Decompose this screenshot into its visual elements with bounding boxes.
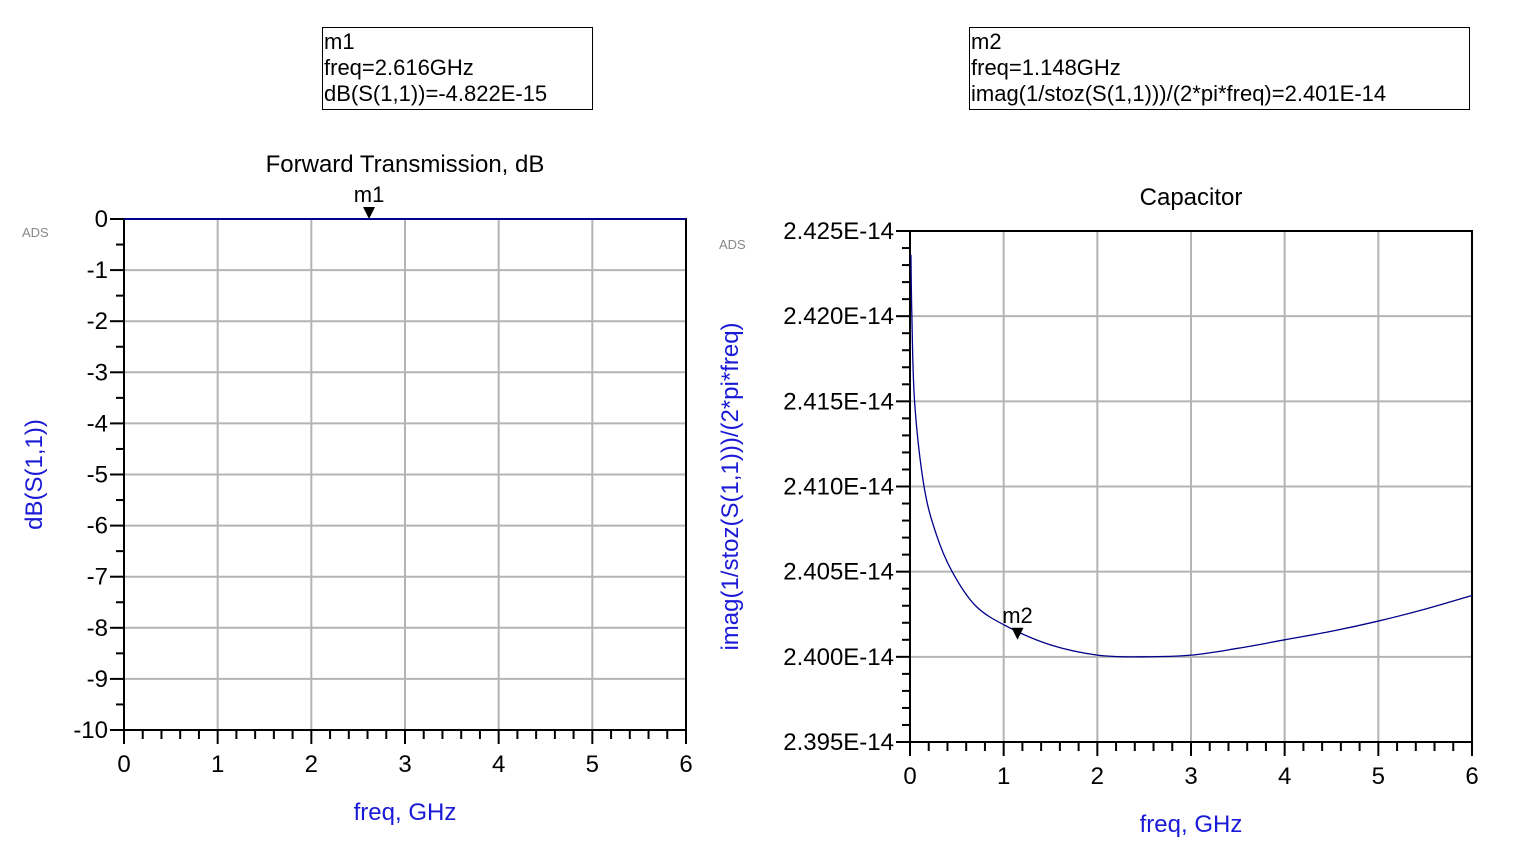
marker-m2-line1: m2 [971,29,1002,54]
marker-box-m2 [969,27,1470,110]
y-tick-label: -6 [87,513,108,540]
chart-title: Capacitor [1140,184,1243,211]
plot-capacitor: 0 1 2 3 4 5 6 2.425E-14 2.420E-14 2.415E-14 2.410E… [717,184,1479,838]
x-axis-label: freq, GHz [1140,811,1243,838]
x-tick-label: 3 [398,751,411,778]
ads-watermark-right: ADS [719,237,746,252]
y-tick-label: -4 [87,410,108,437]
y-tick-label: 2.405E-14 [783,559,894,586]
x-tick-label: 5 [586,751,599,778]
x-tick-label: 0 [117,751,130,778]
x-tick-label: 0 [903,763,916,790]
y-axis-label: dB(S(1,1)) [21,419,48,530]
marker-m1-line3: dB(S(1,1))=-4.822E-15 [324,81,547,106]
marker-label: m2 [1002,603,1033,628]
x-tick-label: 1 [211,751,224,778]
x-tick-label: 6 [679,751,692,778]
y-tick-label: -9 [87,666,108,693]
x-tick-label: 3 [1184,763,1197,790]
y-axis-label: imag(1/stoz(S(1,1)))/(2*pi*freq) [717,322,744,650]
y-tick-label: 2.415E-14 [783,388,894,415]
marker-box-m1 [322,27,593,110]
x-tick-label: 4 [492,751,505,778]
y-tick-label: 2.400E-14 [783,644,894,671]
y-tick-label: 2.410E-14 [783,474,894,501]
y-tick-label: 2.420E-14 [783,303,894,330]
x-axis-label: freq, GHz [354,799,457,826]
y-tick-label: -8 [87,615,108,642]
y-tick-label: -1 [87,257,108,284]
x-tick-label: 6 [1465,763,1478,790]
y-tick-label: 2.395E-14 [783,729,894,756]
y-tick-label: -5 [87,462,108,489]
marker-m1-line2: freq=2.616GHz [324,55,474,80]
x-tick-label: 1 [997,763,1010,790]
marker-m2-line3: imag(1/stoz(S(1,1)))/(2*pi*freq)=2.401E-… [971,81,1386,106]
marker-triangle-icon [1011,627,1024,640]
marker-readout-m2: m2 freq=1.148GHz imag(1/stoz(S(1,1)))/(2… [969,27,1470,110]
marker-triangle-icon [363,207,376,219]
y-tick-label: 0 [95,206,108,233]
x-tick-label: 5 [1372,763,1385,790]
marker-m1-line1: m1 [324,29,355,54]
marker-m2-line2: freq=1.148GHz [971,55,1121,80]
y-tick-label: -2 [87,308,108,335]
x-tick-label: 2 [1091,763,1104,790]
plot-forward-transmission: 0 1 2 3 4 5 6 0 -1 -2 -3 -4 -5 -6 -7 -8 -9 -10 Forward Tra… [21,151,693,826]
y-tick-label: -10 [73,717,108,744]
y-tick-label: 2.425E-14 [783,218,894,245]
series-trace [910,254,1473,658]
x-tick-label: 4 [1278,763,1291,790]
marker-label: m1 [354,182,385,207]
ads-watermark-left: ADS [22,225,49,240]
x-tick-label: 2 [305,751,318,778]
y-tick-label: -7 [87,564,108,591]
marker-readout-m1: m1 freq=2.616GHz dB(S(1,1))=-4.822E-15 [322,27,593,110]
chart-title: Forward Transmission, dB [266,151,545,178]
y-tick-label: -3 [87,359,108,386]
